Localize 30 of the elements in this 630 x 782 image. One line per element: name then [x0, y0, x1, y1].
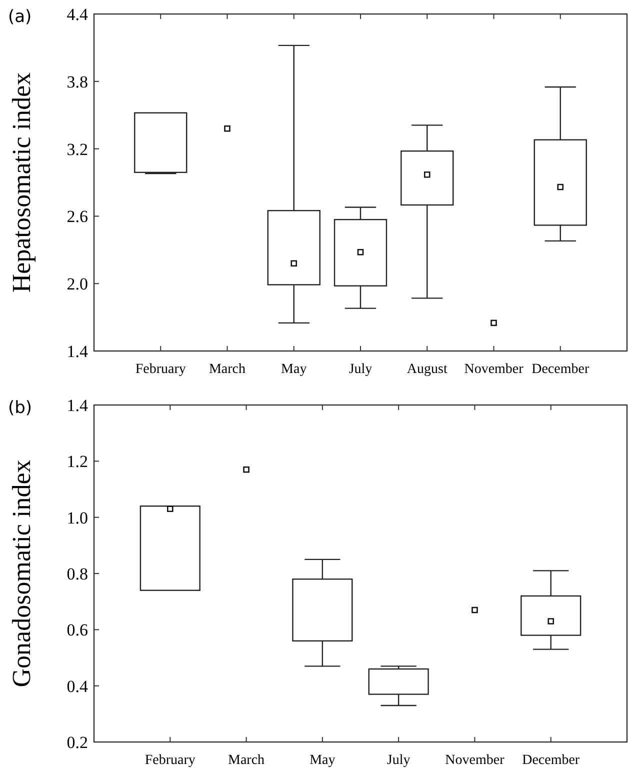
x-tick-label: November — [464, 362, 524, 377]
chart-title: (b) — [8, 398, 32, 418]
y-tick-label: 2.6 — [66, 207, 88, 226]
y-tick-label: 4.4 — [66, 4, 88, 24]
chart-title: (a) — [8, 7, 32, 27]
y-tick-label: 1.4 — [66, 342, 88, 361]
x-tick-label: December — [532, 362, 590, 377]
x-tick-label: February — [144, 753, 196, 768]
y-tick-label: 1.2 — [66, 452, 88, 472]
x-tick-label: May — [310, 753, 336, 768]
y-axis-title: Hepatosomatic index — [7, 72, 36, 293]
x-tick-label: July — [386, 753, 410, 768]
y-tick-label: 3.2 — [66, 140, 88, 159]
x-tick-label: May — [281, 362, 307, 377]
y-tick-label: 0.8 — [66, 564, 88, 584]
y-tick-label: 1.0 — [66, 508, 88, 528]
x-tick-label: November — [445, 753, 505, 768]
x-tick-label: March — [228, 753, 265, 768]
y-tick-label: 3.8 — [66, 72, 88, 92]
y-tick-label: 0.6 — [66, 620, 88, 640]
x-tick-label: December — [522, 753, 580, 768]
y-tick-label: 1.4 — [66, 396, 88, 415]
x-tick-label: March — [208, 362, 246, 377]
y-tick-label: 2.0 — [66, 274, 88, 294]
y-tick-label: 0.4 — [66, 676, 88, 696]
y-axis-title: Gonadosomatic index — [7, 460, 36, 688]
x-tick-label: February — [135, 362, 186, 377]
x-tick-label: July — [348, 362, 372, 377]
y-tick-label: 0.2 — [66, 732, 88, 752]
x-tick-label: August — [406, 362, 448, 377]
